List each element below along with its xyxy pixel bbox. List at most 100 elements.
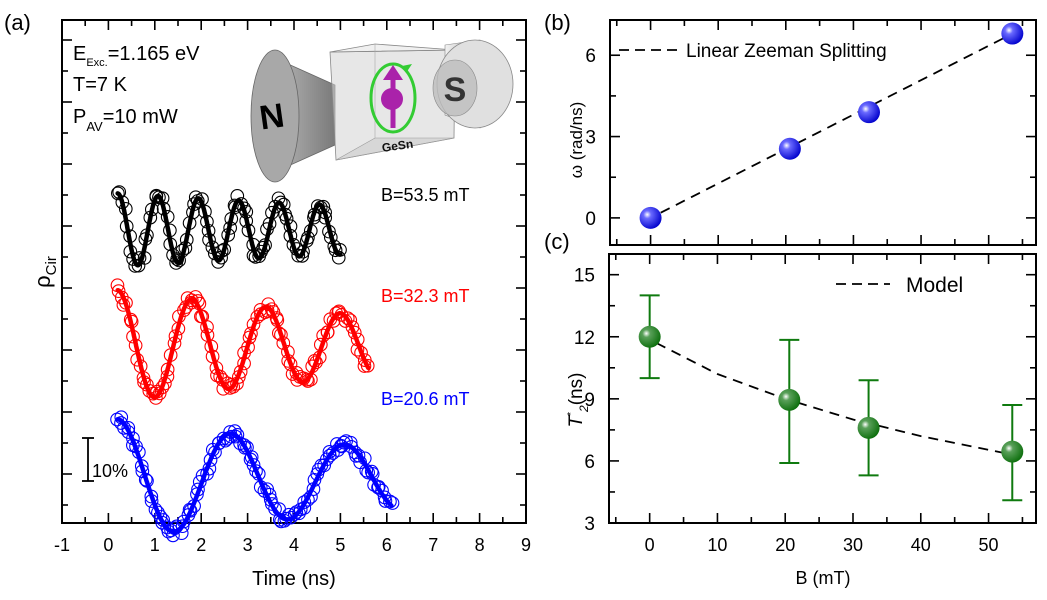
data-point [201, 223, 216, 238]
north-label: N [257, 96, 287, 137]
data-point [320, 325, 335, 340]
power-label: PAV=10 mW [73, 106, 178, 134]
panel-b-label: (b) [544, 10, 571, 35]
t2-unit: (ns) [566, 373, 587, 406]
panel-b-y-tick-labels: 0 3 6 [585, 46, 596, 230]
data-point [313, 337, 328, 352]
data-point [333, 243, 347, 257]
data-point [166, 528, 180, 543]
data-point [283, 510, 298, 525]
data-point [276, 197, 291, 212]
data-point [160, 369, 175, 384]
south-label: S [444, 71, 467, 109]
data-point [203, 453, 218, 467]
data-point [167, 521, 182, 536]
data-point [271, 326, 286, 341]
data-point [857, 416, 880, 439]
panel-a-label: (a) [4, 10, 31, 35]
data-point [198, 204, 212, 219]
t2-superscript: * [566, 412, 577, 416]
data-point [290, 373, 304, 387]
data-point [639, 206, 662, 229]
data-point [334, 438, 348, 453]
data-point [246, 317, 261, 332]
data-point [111, 186, 125, 201]
data-point [371, 480, 385, 495]
data-point [231, 370, 246, 384]
data-point [343, 435, 358, 450]
x-tick-label: 3 [243, 535, 253, 555]
data-point [217, 242, 232, 257]
y-tick-label: 15 [574, 266, 595, 287]
data-point [279, 511, 294, 526]
panel-c-tick-labels: 3 6 9 12 15 0 10 20 30 40 50 [574, 266, 999, 555]
data-point [343, 313, 358, 328]
rho-symbol: ρ [30, 275, 55, 288]
data-point [192, 474, 207, 489]
data-point [144, 489, 159, 504]
data-point [163, 237, 178, 252]
svg-text:T*2(ns): T*2(ns) [566, 373, 591, 428]
x-tick-label: 5 [335, 535, 345, 555]
data-point [350, 332, 365, 347]
x-tick-label: 40 [911, 535, 931, 555]
temperature-label: T=7 K [73, 74, 128, 96]
data-point [256, 240, 271, 255]
scale-bar: 10% [82, 437, 128, 482]
data-point [350, 342, 365, 357]
data-point [276, 336, 291, 350]
data-point [221, 228, 236, 242]
data-point [270, 313, 285, 327]
panel-a-x-axis-label: Time (ns) [252, 568, 336, 590]
data-point [155, 191, 170, 206]
data-point [170, 252, 185, 266]
data-point [158, 376, 172, 391]
data-point [857, 101, 880, 124]
data-point [318, 210, 333, 225]
data-point [289, 242, 304, 256]
panel-a-ticks [61, 20, 527, 523]
x-tick-label: 50 [979, 535, 999, 555]
data-point [262, 487, 277, 502]
data-point [309, 355, 323, 370]
data-point [331, 250, 346, 265]
data-point [227, 424, 242, 438]
data-point [301, 230, 315, 245]
panel-a: (a) -1 0 1 2 3 4 5 6 7 8 9 Time (ns) ρCir EExc.=1.… [4, 10, 531, 590]
data-point [258, 238, 272, 252]
data-point [250, 310, 265, 324]
data-point [126, 431, 140, 446]
data-point [114, 410, 129, 425]
data-point [128, 338, 143, 353]
data-point [137, 251, 152, 265]
x-tick-label: 1 [150, 535, 160, 555]
fit-line-0 [115, 191, 343, 268]
panel-b: (b) 0 3 6 ω (rad/ns) Linear Zeeman Splitti… [544, 10, 1037, 246]
panel-c-plot [638, 294, 1024, 502]
gesn-label: GeSn [381, 137, 414, 155]
power-value: =10 mW [103, 106, 178, 128]
data-point [123, 244, 138, 259]
power-symbol: P [73, 106, 86, 128]
data-point [638, 325, 661, 348]
panel-c-label: (c) [544, 229, 570, 254]
spin-precession-icon [369, 62, 417, 134]
data-point [322, 224, 336, 239]
panel-b-legend-label: Linear Zeeman Splitting [686, 41, 887, 62]
data-point [244, 326, 258, 341]
panel-a-series [110, 185, 400, 543]
data-point [241, 340, 255, 355]
data-point [318, 205, 332, 220]
y-tick-label: 3 [585, 128, 596, 149]
data-point [184, 293, 199, 308]
data-point [246, 248, 261, 263]
data-point [304, 489, 318, 504]
data-point [254, 244, 268, 259]
panel-c-ticks [609, 254, 1036, 524]
panel-b-ticks [610, 20, 1036, 245]
data-point [345, 320, 360, 334]
panel-c: (c) 3 6 9 12 15 0 10 20 30 40 50 B (mT) T*2(ns) Mo… [544, 229, 1037, 588]
panel-b-y-axis-label: ω (rad/ns) [567, 102, 586, 179]
excitation-symbol: E [73, 43, 86, 65]
data-point [202, 233, 216, 247]
